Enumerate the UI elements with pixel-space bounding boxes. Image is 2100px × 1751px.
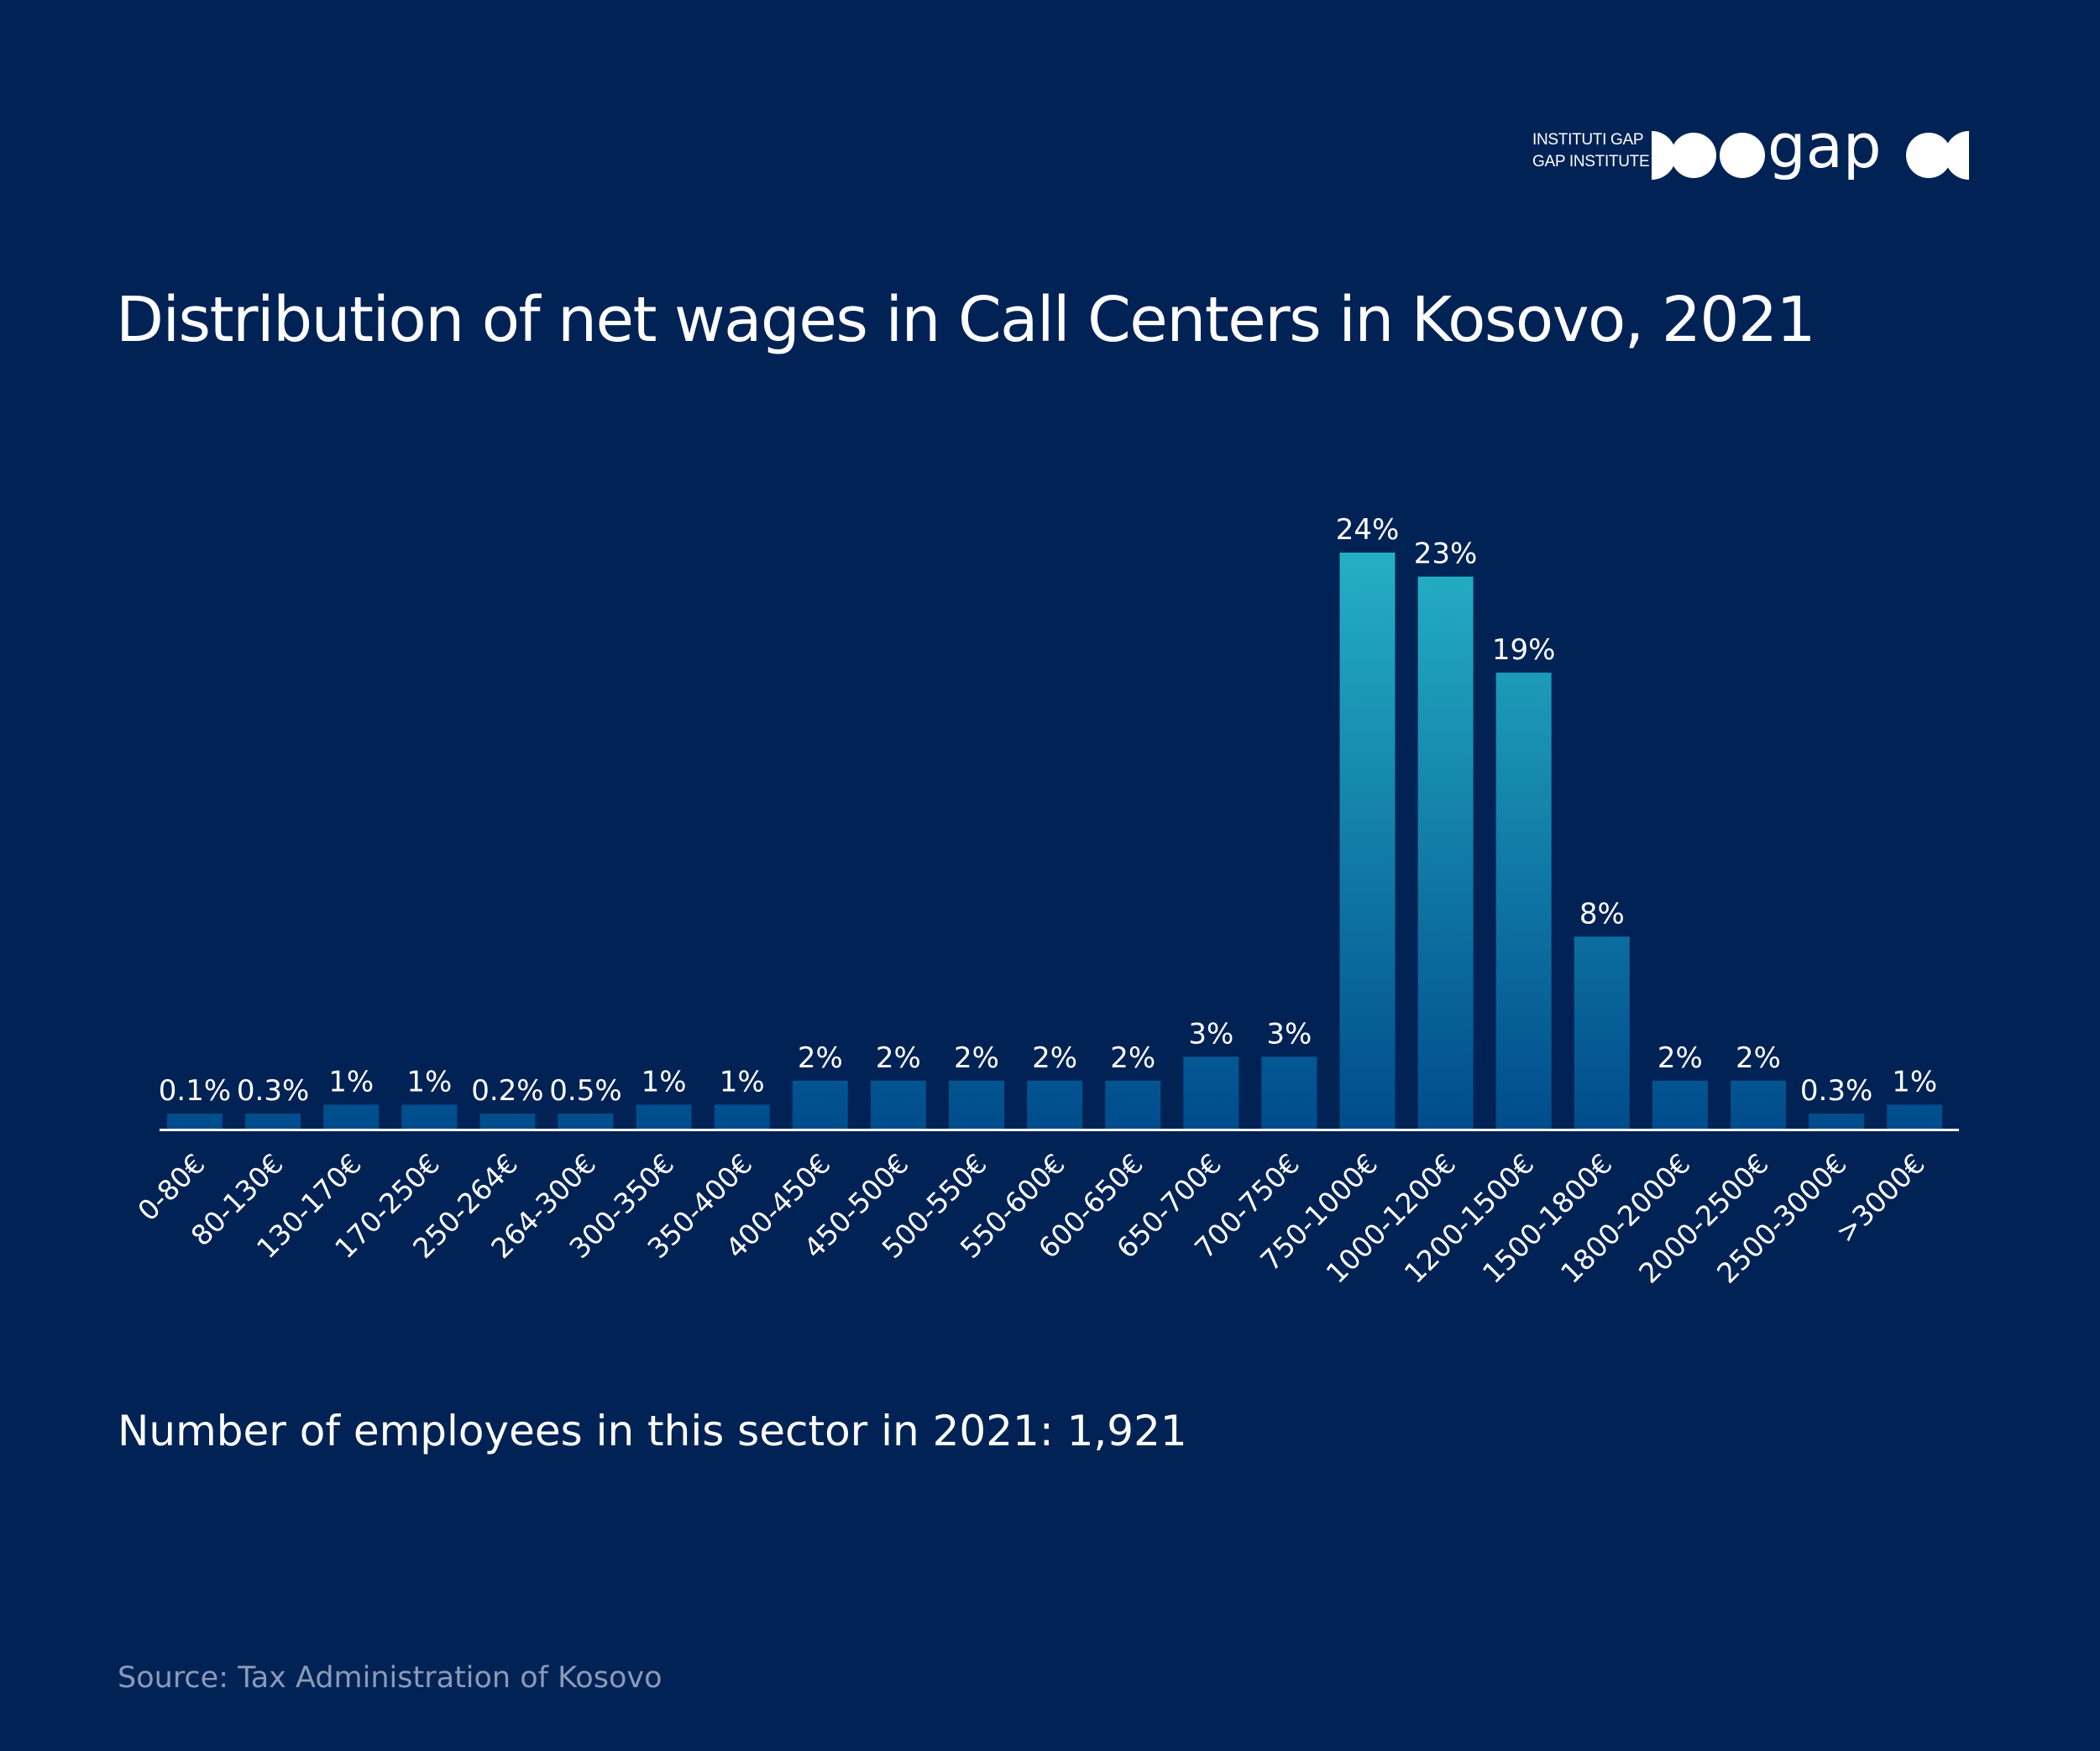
bar-value-label: 1% bbox=[720, 1065, 765, 1098]
bar-value-label: 1% bbox=[406, 1065, 452, 1098]
bar-8 bbox=[792, 1080, 848, 1129]
logo-line-2: GAP INSTITUTE bbox=[1532, 153, 1650, 170]
bar-17 bbox=[1495, 672, 1552, 1129]
bar-15 bbox=[1339, 553, 1396, 1129]
bar-3 bbox=[401, 1104, 458, 1129]
bar-chart: 0.1% 0.3% 1% 1% 0.2% 0.5% 1% 1%2% 2% 2% 2% 2%3% 3%24… bbox=[131, 513, 1959, 1290]
logo-half-circle-icon bbox=[1652, 131, 1676, 180]
bar-value-label: 3% bbox=[1266, 1017, 1312, 1051]
bar-value-label: 0.3% bbox=[237, 1074, 309, 1108]
logo-wordmark: gap bbox=[1767, 126, 1882, 181]
bar-value-label: 0.5% bbox=[549, 1074, 621, 1108]
bar-value-label: 1% bbox=[642, 1065, 687, 1098]
bar-14 bbox=[1261, 1056, 1317, 1130]
bar-1 bbox=[245, 1114, 301, 1129]
source-note: Source: Tax Administration of Kosovo bbox=[118, 1661, 662, 1695]
logo-text: INSTITUTI GAP GAP INSTITUTE bbox=[1532, 129, 1650, 173]
bar-value-label: 2% bbox=[1657, 1041, 1703, 1075]
bar-value-label: 0.1% bbox=[159, 1074, 231, 1108]
bar-12 bbox=[1105, 1080, 1161, 1129]
bar-value-label: 1% bbox=[328, 1065, 374, 1098]
bar-value-label: 19% bbox=[1492, 633, 1556, 667]
logo-half-circle-icon bbox=[1945, 131, 1969, 180]
bar-value-label: 0.3% bbox=[1800, 1074, 1872, 1108]
bar-value-label: 2% bbox=[1110, 1041, 1155, 1075]
bar-value-label: 24% bbox=[1336, 513, 1400, 547]
bar-7 bbox=[714, 1104, 770, 1129]
bar-value-label: 2% bbox=[798, 1041, 843, 1075]
bar-value-label: 0.2% bbox=[471, 1074, 543, 1108]
bar-20 bbox=[1731, 1080, 1786, 1129]
logo-dot-icon bbox=[1671, 133, 1716, 178]
bar-9 bbox=[870, 1080, 926, 1129]
logo-line-1: INSTITUTI GAP bbox=[1532, 131, 1644, 149]
bar-4 bbox=[479, 1114, 536, 1129]
bar-2 bbox=[323, 1104, 380, 1129]
bars-group bbox=[167, 553, 1943, 1130]
employee-count-note: Number of employees in this sector in 20… bbox=[118, 1407, 1187, 1455]
bar-13 bbox=[1183, 1056, 1239, 1130]
bar-value-label: 2% bbox=[1032, 1041, 1077, 1075]
gap-institute-logo: INSTITUTI GAP GAP INSTITUTE gap bbox=[1532, 126, 1969, 185]
bar-5 bbox=[558, 1114, 614, 1129]
logo-dot-icon bbox=[1906, 133, 1951, 178]
bar-10 bbox=[949, 1080, 1004, 1129]
bar-22 bbox=[1887, 1104, 1943, 1129]
bar-value-label: 8% bbox=[1579, 897, 1625, 931]
bar-0 bbox=[167, 1114, 223, 1129]
bar-19 bbox=[1652, 1080, 1708, 1129]
bar-18 bbox=[1574, 936, 1630, 1129]
bar-11 bbox=[1027, 1080, 1083, 1129]
bar-value-label: 2% bbox=[876, 1041, 921, 1075]
tick-labels-group: 0-80€80-130€130-170€170-250€250-264€264-… bbox=[131, 1147, 1931, 1290]
logo-dot-icon bbox=[1720, 133, 1765, 178]
bar-value-label: 1% bbox=[1892, 1065, 1937, 1098]
bar-value-label: 3% bbox=[1188, 1017, 1233, 1051]
bar-labels-group: 0.1% 0.3% 1% 1% 0.2% 0.5% 1% 1%2% 2% 2% 2% 2%3% 3%24… bbox=[159, 513, 1937, 1108]
bar-16 bbox=[1417, 576, 1474, 1129]
bar-6 bbox=[636, 1104, 692, 1129]
gap-logo-mark: gap bbox=[1652, 126, 1969, 181]
bar-value-label: 2% bbox=[1736, 1041, 1781, 1075]
bar-21 bbox=[1809, 1114, 1865, 1129]
chart-title: Distribution of net wages in Call Center… bbox=[116, 284, 1816, 356]
bar-value-label: 2% bbox=[954, 1041, 999, 1075]
bar-value-label: 23% bbox=[1414, 537, 1478, 571]
